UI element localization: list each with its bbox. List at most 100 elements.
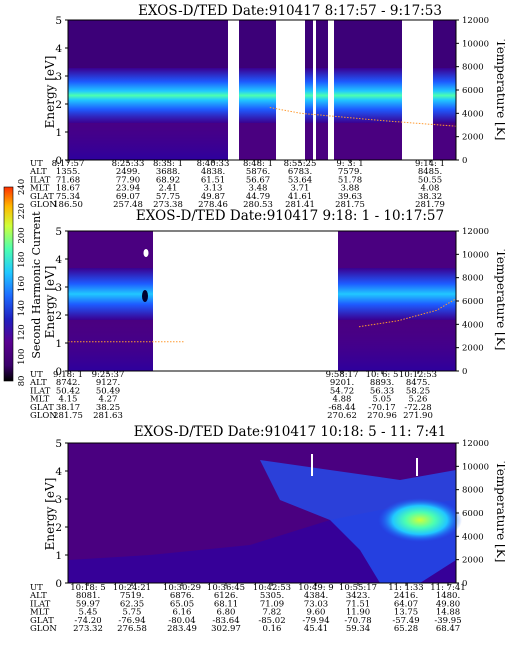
y2-tick-label: 6000 [462,86,484,96]
orbit-cell: 10:49: 9 [298,583,333,593]
orbit-cell: 4.08 [421,184,440,194]
orbit-cell: -39.95 [434,616,461,626]
orbit-cell: -68.44 [328,403,355,413]
panel-3-y2-ticks: 0 2000 4000 6000 8000 10000 12000 [456,439,489,589]
orbit-cell: 3688. [156,167,180,177]
y2-tick-label: 4000 [462,320,484,330]
orbit-cell: 6126. [214,591,238,601]
orbit-cell: 41.61 [288,192,312,202]
colorbar-tick-label: 120 [17,324,27,340]
orbit-cell: 9201. [330,378,354,388]
y-tick-label: 5 [55,226,62,238]
panel-2-temperature-line-right [358,298,457,328]
orbit-cell: -76.94 [118,616,145,626]
orbit-cell: 2416. [394,591,418,601]
orbit-cell: 50.49 [96,386,120,396]
panel-1: EXOS-D/TED Date:910417 8:17:57 - 9:17:53… [29,3,505,210]
orbit-row-label: ALT [29,378,47,388]
panel-2-spot [143,249,149,257]
orbit-cell: 4.27 [99,395,118,405]
orbit-cell: -70.78 [344,616,371,626]
orbit-cell: 11: 7:41 [430,583,465,593]
panel-2-y2label: Temperature [K] [494,250,505,351]
panel-1-ylabel: Energy [eV] [43,56,57,129]
y-tick-label: 1 [55,127,62,139]
y-tick-label: 4 [55,254,62,266]
orbit-cell: 1480. [436,591,460,601]
orbit-cell: 1355. [56,167,80,177]
orbit-cell: 9:58:17 [326,370,359,380]
orbit-cell: 49.87 [201,192,225,202]
orbit-cell: 38.17 [56,403,80,413]
y-tick-label: 3 [55,71,62,83]
orbit-cell: 7579. [338,167,362,177]
panel-3-spike [416,458,418,476]
orbit-cell: 7519. [120,591,144,601]
colorbar-tick-label: 160 [17,276,27,292]
orbit-cell: 281.63 [93,411,123,421]
orbit-cell: 8893. [370,378,394,388]
orbit-cell: 5876. [246,167,270,177]
orbit-row-label: GLON [30,624,57,634]
orbit-cell: 8:33: 1 [153,159,183,169]
colorbar-tick-label: 100 [17,349,27,365]
panel-1-gap [313,20,316,160]
orbit-cell: 68.92 [156,175,180,185]
y2-tick-label: 12000 [462,439,489,449]
colorbar-tick-label: 180 [17,252,27,268]
panel-2-spot [142,290,148,302]
orbit-row-label: MLT [30,608,50,618]
panel-1-y-ticks: 0 1 2 3 4 5 [55,15,68,167]
y2-tick-label: 2000 [462,133,484,143]
orbit-cell: 18.67 [56,184,80,194]
orbit-cell: 10:30:29 [163,583,201,593]
panel-3-ylabel: Energy [eV] [43,478,57,551]
orbit-cell: 281.75 [53,411,83,421]
y-tick-label: 0 [55,366,62,378]
y-tick-label: 3 [55,282,62,294]
orbit-cell: 9:25:37 [92,370,125,380]
orbit-cell: 10:36:45 [207,583,245,593]
orbit-cell: 14.88 [436,608,460,618]
panel-3-title: EXOS-D/TED Date:910417 10:18: 5 - 11: 7:… [134,424,446,440]
orbit-cell: 23.94 [116,184,140,194]
colorbar-tick-label: 80 [17,376,27,387]
orbit-cell: 71.51 [346,599,370,609]
orbit-cell: 59.34 [346,624,370,634]
orbit-row-label: ILAT [30,599,51,609]
orbit-cell: 3.13 [204,184,223,194]
orbit-cell: 2499. [116,167,140,177]
orbit-cell: 186.50 [53,200,83,210]
orbit-cell: 10:12:53 [399,370,437,380]
y2-tick-label: 12000 [462,16,489,26]
orbit-cell: 75.34 [56,192,80,202]
orbit-row-label: UT [30,370,43,380]
panel-2-title: EXOS-D/TED Date:910417 9:18: 1 - 10:17:5… [136,208,444,224]
orbit-cell: 257.48 [113,200,143,210]
orbit-cell: 4838. [201,167,225,177]
orbit-cell: 302.97 [211,624,241,634]
orbit-cell: 62.35 [120,599,144,609]
panel-3-spike [311,454,313,476]
orbit-cell: -79.94 [302,616,329,626]
orbit-cell: -80.04 [168,616,195,626]
orbit-cell: 13.75 [394,608,418,618]
panel-2-band-right [338,268,456,320]
y-tick-label: 2 [55,522,62,534]
y-tick-label: 5 [55,15,62,27]
orbit-row-label: ILAT [30,386,51,396]
y-tick-label: 1 [55,338,62,350]
orbit-cell: 3.48 [249,184,268,194]
orbit-cell: 9127. [96,378,120,388]
colorbar-ticks: 80 100 120 140 160 180 200 220 240 [17,179,27,387]
orbit-cell: 3.88 [341,184,360,194]
orbit-cell: 39.63 [338,192,362,202]
y2-tick-label: 12000 [462,227,489,237]
orbit-cell: 7.82 [263,608,282,618]
panel-2-ylabel: Energy [eV] [43,266,57,339]
orbit-cell: 10:24:21 [113,583,151,593]
orbit-row-label: ALT [29,167,47,177]
panel-2-y2-ticks: 0 2000 4000 6000 8000 10000 12000 [456,227,489,377]
panel-1-gap [402,20,433,160]
